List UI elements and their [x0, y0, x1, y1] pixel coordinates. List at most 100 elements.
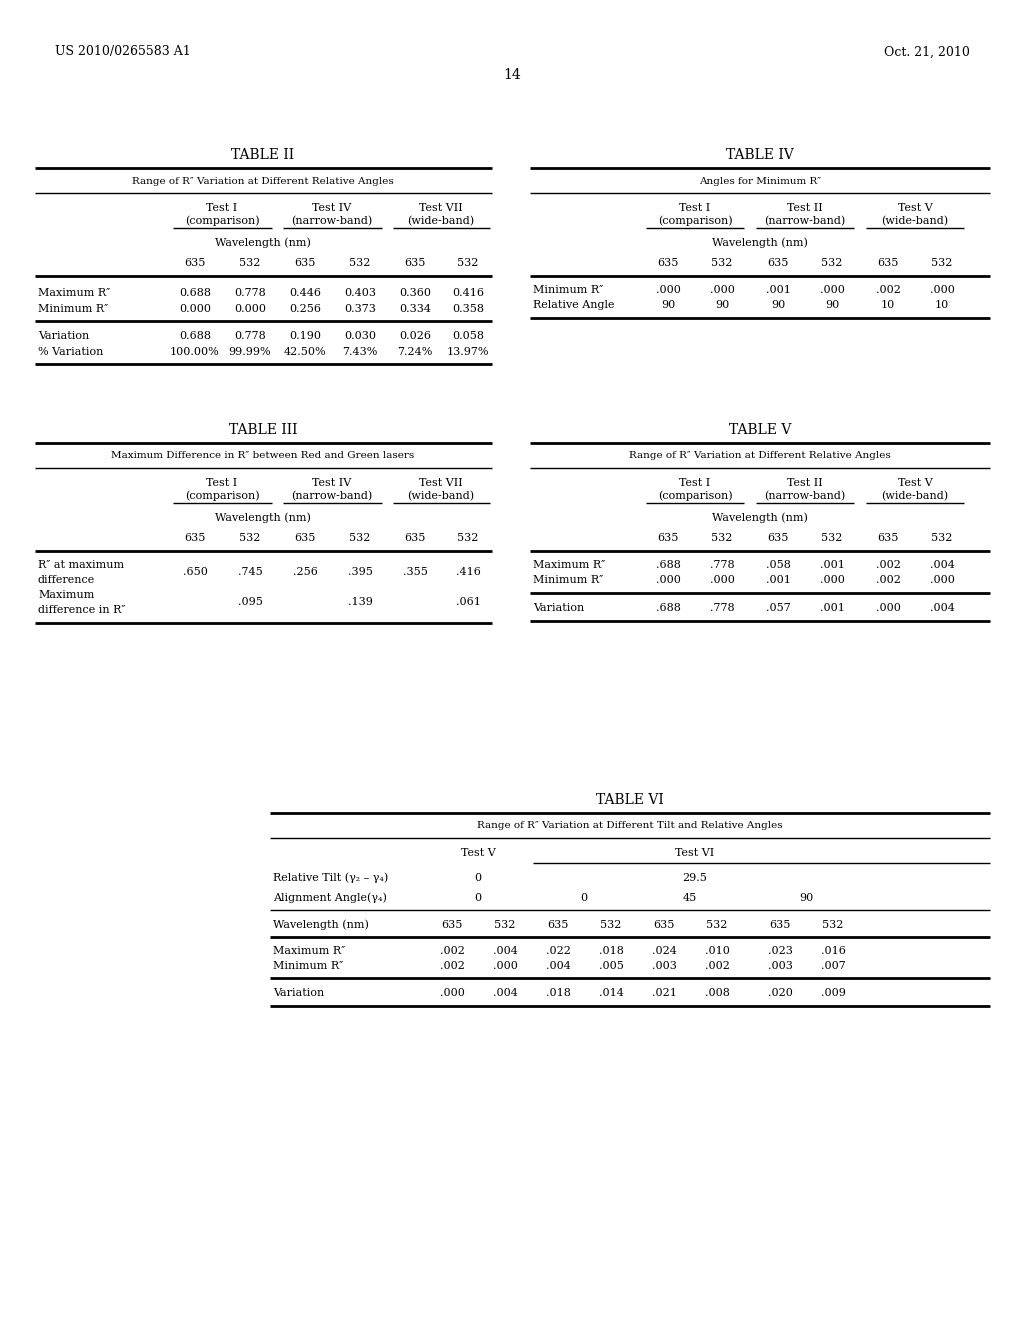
- Text: 0.000: 0.000: [179, 304, 211, 314]
- Text: .024: .024: [651, 946, 677, 956]
- Text: 90: 90: [771, 300, 785, 310]
- Text: Test VII: Test VII: [419, 203, 463, 213]
- Text: (comparison): (comparison): [184, 215, 259, 226]
- Text: difference: difference: [38, 576, 95, 585]
- Text: Relative Angle: Relative Angle: [534, 300, 614, 310]
- Text: 7.24%: 7.24%: [397, 347, 433, 356]
- Text: 0.358: 0.358: [452, 304, 484, 314]
- Text: 0.058: 0.058: [452, 331, 484, 341]
- Text: 10: 10: [935, 300, 949, 310]
- Text: (comparison): (comparison): [657, 491, 732, 502]
- Text: 0.403: 0.403: [344, 288, 376, 298]
- Text: .778: .778: [710, 560, 734, 570]
- Text: 45: 45: [683, 894, 697, 903]
- Text: 0.026: 0.026: [399, 331, 431, 341]
- Text: .014: .014: [599, 987, 624, 998]
- Text: TABLE VI: TABLE VI: [596, 793, 664, 807]
- Text: Test II: Test II: [787, 203, 823, 213]
- Text: (narrow-band): (narrow-band): [292, 491, 373, 502]
- Text: .016: .016: [820, 946, 846, 956]
- Text: 0: 0: [581, 894, 588, 903]
- Text: (narrow-band): (narrow-band): [764, 491, 846, 502]
- Text: (wide-band): (wide-band): [408, 216, 474, 226]
- Text: 7.43%: 7.43%: [342, 347, 378, 356]
- Text: (comparison): (comparison): [657, 215, 732, 226]
- Text: 0.688: 0.688: [179, 288, 211, 298]
- Text: 0.030: 0.030: [344, 331, 376, 341]
- Text: (wide-band): (wide-band): [882, 216, 948, 226]
- Text: .000: .000: [819, 285, 845, 294]
- Text: .000: .000: [655, 576, 680, 585]
- Text: .001: .001: [766, 576, 791, 585]
- Text: 635: 635: [441, 920, 463, 931]
- Text: 13.97%: 13.97%: [446, 347, 489, 356]
- Text: (narrow-band): (narrow-band): [764, 216, 846, 226]
- Text: Test VII: Test VII: [419, 478, 463, 488]
- Text: .355: .355: [402, 568, 427, 577]
- Text: 0.256: 0.256: [289, 304, 321, 314]
- Text: TABLE III: TABLE III: [228, 422, 297, 437]
- Text: TABLE V: TABLE V: [729, 422, 792, 437]
- Text: Minimum R″: Minimum R″: [273, 961, 343, 972]
- Text: 532: 532: [495, 920, 516, 931]
- Text: .003: .003: [768, 961, 793, 972]
- Text: Wavelength (nm): Wavelength (nm): [273, 920, 369, 931]
- Text: Test II: Test II: [787, 478, 823, 488]
- Text: 635: 635: [769, 920, 791, 931]
- Text: 10: 10: [881, 300, 895, 310]
- Text: .004: .004: [493, 946, 517, 956]
- Text: 532: 532: [712, 257, 733, 268]
- Text: Test IV: Test IV: [312, 203, 351, 213]
- Text: Test I: Test I: [207, 203, 238, 213]
- Text: Variation: Variation: [38, 331, 89, 341]
- Text: 100.00%: 100.00%: [170, 347, 220, 356]
- Text: Maximum R″: Maximum R″: [38, 288, 111, 298]
- Text: .000: .000: [710, 576, 734, 585]
- Text: .095: .095: [238, 597, 262, 607]
- Text: 90: 90: [715, 300, 729, 310]
- Text: .007: .007: [820, 961, 846, 972]
- Text: 532: 532: [349, 257, 371, 268]
- Text: 635: 635: [547, 920, 568, 931]
- Text: 532: 532: [349, 533, 371, 543]
- Text: 635: 635: [767, 257, 788, 268]
- Text: 532: 532: [931, 533, 952, 543]
- Text: .001: .001: [819, 560, 845, 570]
- Text: 532: 532: [707, 920, 728, 931]
- Text: 635: 635: [294, 257, 315, 268]
- Text: 0.360: 0.360: [399, 288, 431, 298]
- Text: .020: .020: [768, 987, 793, 998]
- Text: .000: .000: [493, 961, 517, 972]
- Text: .021: .021: [651, 987, 677, 998]
- Text: 635: 635: [657, 533, 679, 543]
- Text: Test VI: Test VI: [676, 847, 715, 858]
- Text: .004: .004: [930, 603, 954, 612]
- Text: 635: 635: [657, 257, 679, 268]
- Text: .000: .000: [439, 987, 465, 998]
- Text: .000: .000: [930, 576, 954, 585]
- Text: US 2010/0265583 A1: US 2010/0265583 A1: [55, 45, 190, 58]
- Text: .010: .010: [705, 946, 729, 956]
- Text: 0.373: 0.373: [344, 304, 376, 314]
- Text: Range of R″ Variation at Different Tilt and Relative Angles: Range of R″ Variation at Different Tilt …: [477, 821, 782, 830]
- Text: 532: 532: [822, 920, 844, 931]
- Text: .000: .000: [819, 576, 845, 585]
- Text: .002: .002: [439, 946, 465, 956]
- Text: .778: .778: [710, 603, 734, 612]
- Text: Wavelength (nm): Wavelength (nm): [215, 512, 311, 523]
- Text: Wavelength (nm): Wavelength (nm): [712, 512, 808, 523]
- Text: .018: .018: [599, 946, 624, 956]
- Text: difference in R″: difference in R″: [38, 605, 126, 615]
- Text: 532: 532: [458, 257, 478, 268]
- Text: 0.334: 0.334: [399, 304, 431, 314]
- Text: .005: .005: [599, 961, 624, 972]
- Text: 532: 532: [458, 533, 478, 543]
- Text: .002: .002: [439, 961, 465, 972]
- Text: .139: .139: [347, 597, 373, 607]
- Text: Maximum R″: Maximum R″: [273, 946, 345, 956]
- Text: .001: .001: [819, 603, 845, 612]
- Text: Range of R″ Variation at Different Relative Angles: Range of R″ Variation at Different Relat…: [132, 177, 394, 186]
- Text: 635: 635: [404, 257, 426, 268]
- Text: .004: .004: [493, 987, 517, 998]
- Text: .000: .000: [655, 285, 680, 294]
